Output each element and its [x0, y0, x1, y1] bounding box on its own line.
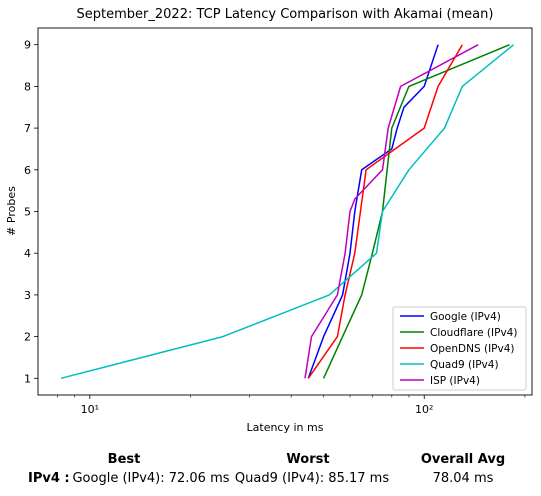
legend-label-2: OpenDNS (IPv4) — [430, 343, 515, 355]
y-tick-label-2: 2 — [24, 331, 31, 344]
worst-value: Quad9 (IPv4): 85.17 ms — [234, 471, 390, 486]
x-tick-label-100: 10² — [415, 403, 433, 416]
x-tick-label-10: 10¹ — [81, 403, 99, 416]
overall-avg-header: Overall Avg — [420, 452, 506, 467]
y-tick-label-3: 3 — [24, 289, 31, 302]
series-line-4 — [304, 44, 479, 379]
legend-label-0: Google (IPv4) — [430, 311, 501, 323]
legend-box — [392, 306, 527, 391]
legend-label-3: Quad9 (IPv4) — [430, 359, 499, 371]
worst-header: Worst — [286, 452, 330, 467]
legend-label-4: ISP (IPv4) — [430, 375, 480, 387]
chart-canvas: September_2022: TCP Latency Comparison w… — [5, 7, 533, 434]
ipv4-row-label: IPv4 : — [28, 471, 70, 486]
y-tick-label-6: 6 — [24, 164, 31, 177]
y-tick-label-7: 7 — [24, 122, 31, 135]
x-axis-label: Latency in ms — [247, 421, 324, 434]
series-line-1 — [322, 44, 510, 379]
chart-title: September_2022: TCP Latency Comparison w… — [77, 7, 494, 22]
y-tick-label-1: 1 — [24, 372, 31, 385]
y-tick-label-5: 5 — [24, 206, 31, 219]
axis-ticks: 1 2 3 4 5 6 7 8 9 10¹ 10² — [24, 39, 526, 416]
best-value: Google (IPv4): 72.06 ms — [72, 471, 230, 486]
y-tick-label-4: 4 — [24, 247, 31, 260]
best-header: Best — [107, 452, 141, 467]
y-axis-label: # Probes — [5, 186, 18, 236]
legend-label-1: Cloudflare (IPv4) — [430, 327, 517, 339]
y-tick-label-9: 9 — [24, 39, 31, 52]
overall-avg-value: 78.04 ms — [432, 471, 494, 486]
series-line-0 — [307, 44, 439, 379]
y-tick-label-8: 8 — [24, 80, 31, 93]
legend: Google (IPv4) Cloudflare (IPv4) OpenDNS (I… — [392, 306, 527, 391]
series-line-3 — [60, 44, 515, 380]
series-lines — [60, 44, 515, 380]
series-line-2 — [307, 44, 463, 379]
summary-table: Best Worst Overall Avg IPv4 : Google (IP… — [0, 450, 541, 496]
